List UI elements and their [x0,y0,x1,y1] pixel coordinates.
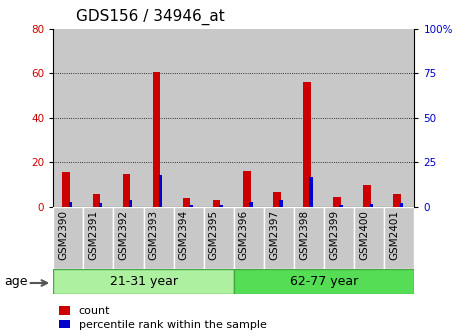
Text: GSM2391: GSM2391 [88,210,99,260]
Text: GSM2399: GSM2399 [329,210,339,260]
Bar [400,203,403,207]
Bar [363,185,371,207]
Text: GDS156 / 34946_at: GDS156 / 34946_at [76,9,225,25]
Text: GSM2395: GSM2395 [209,210,219,260]
Text: GSM2401: GSM2401 [389,210,399,260]
Bar [189,205,193,207]
Bar [333,197,341,207]
Bar [264,207,294,269]
Bar [204,29,234,207]
Bar [324,29,354,207]
Legend: count, percentile rank within the sample: count, percentile rank within the sample [59,306,267,330]
Bar [384,29,414,207]
Bar [354,29,384,207]
Text: GSM2396: GSM2396 [239,210,249,260]
Bar [294,29,324,207]
Bar [324,207,354,269]
Bar [369,204,373,207]
Bar [213,200,220,207]
Bar [113,29,144,207]
Bar [83,29,113,207]
Bar [394,195,401,207]
Text: GSM2392: GSM2392 [119,210,129,260]
Text: 62-77 year: 62-77 year [290,275,358,288]
Bar [53,269,234,294]
Text: GSM2393: GSM2393 [149,210,158,260]
Bar [264,29,294,207]
Text: GSM2398: GSM2398 [299,210,309,260]
Bar [93,195,100,207]
Bar [303,82,311,207]
Bar [159,175,163,207]
Bar [243,171,250,207]
Bar [83,207,113,269]
Bar [174,29,204,207]
Bar [53,207,83,269]
Bar [123,174,130,207]
Bar [99,203,102,207]
Bar [129,200,132,207]
Bar [144,207,174,269]
Bar [384,207,414,269]
Bar [354,207,384,269]
Bar [183,198,190,207]
Bar [234,207,264,269]
Bar [113,207,144,269]
Bar [234,269,414,294]
Bar [144,29,174,207]
Text: 21-31 year: 21-31 year [110,275,177,288]
Bar [309,177,313,207]
Bar [53,29,83,207]
Bar [339,205,343,207]
Bar [63,172,70,207]
Bar [273,192,281,207]
Text: age: age [5,275,28,288]
Bar [69,202,72,207]
Bar [153,72,160,207]
Bar [279,200,283,207]
Bar [174,207,204,269]
Text: GSM2390: GSM2390 [58,210,69,260]
Bar [234,29,264,207]
Bar [204,207,234,269]
Bar [294,207,324,269]
Text: GSM2394: GSM2394 [179,210,189,260]
Bar [219,205,223,207]
Text: GSM2397: GSM2397 [269,210,279,260]
Bar [249,202,253,207]
Text: GSM2400: GSM2400 [359,210,369,260]
